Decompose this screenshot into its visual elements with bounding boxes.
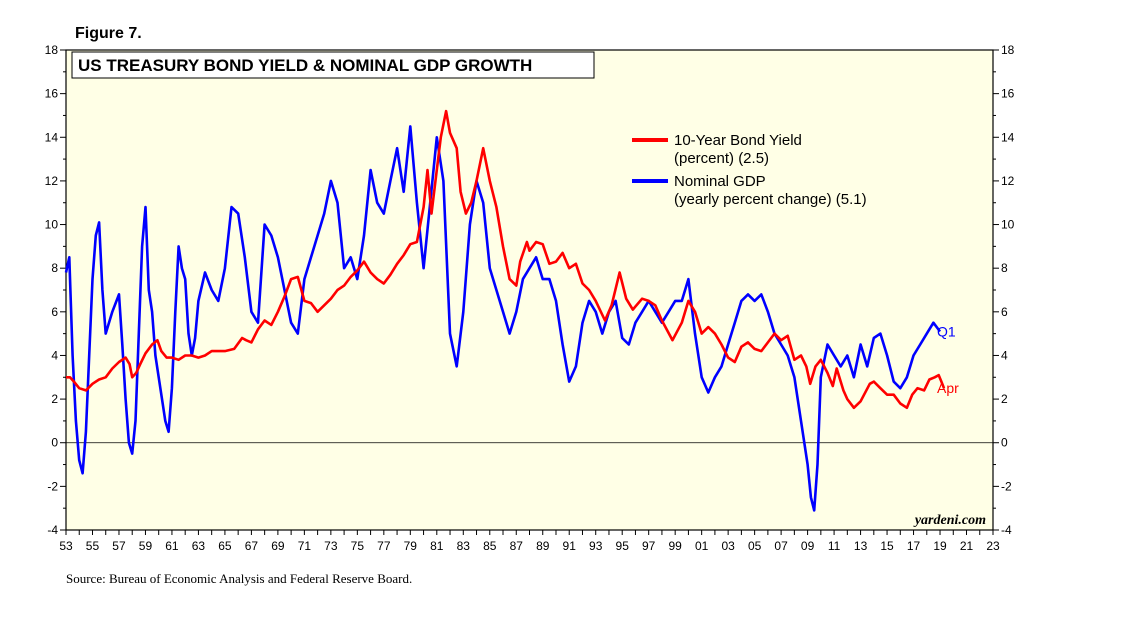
x-tick-label: 67: [245, 539, 259, 553]
x-tick-label: 05: [748, 539, 762, 553]
legend-label-bond: (percent) (2.5): [674, 150, 769, 167]
y-tick-label-right: 0: [1001, 436, 1008, 450]
y-axis-right: -4 -2 0 2 4 6 8 10 12 14 16 18: [993, 43, 1015, 537]
y-tick-label-left: 6: [51, 305, 58, 319]
x-tick-label: 99: [668, 539, 682, 553]
x-tick-label: 89: [536, 539, 550, 553]
source-note: Source: Bureau of Economic Analysis and …: [66, 571, 412, 586]
legend-label-gdp: (yearly percent change) (5.1): [674, 191, 867, 208]
y-tick-label-right: -2: [1001, 479, 1012, 493]
y-tick-label-left: 0: [51, 436, 58, 450]
title-box: [71, 51, 595, 79]
y-tick-label-right: 2: [1001, 392, 1008, 406]
x-tick-label: 17: [907, 539, 921, 553]
watermark: yardeni.com: [913, 513, 986, 528]
series-lines: [64, 109, 946, 512]
x-tick-label: 03: [721, 539, 735, 553]
y-tick-label-right: 18: [1001, 43, 1015, 57]
x-tick-label: 75: [351, 539, 365, 553]
x-tick-label: 21: [960, 539, 974, 553]
end-label-gdp: Q1: [937, 323, 956, 339]
y-tick-label-right: 4: [1001, 348, 1008, 362]
x-axis: 53 55 57 59 61 63 65 67 69 71 73 75 77 79 81 83 85 87 89 91…: [59, 530, 1000, 553]
y-tick-label-right: 14: [1001, 130, 1015, 144]
x-tick-label: 65: [218, 539, 232, 553]
x-tick-label: 53: [59, 539, 73, 553]
legend: 10-Year Bond Yield(percent) (2.5) Nominal…: [632, 132, 867, 208]
y-tick-label-left: -4: [47, 523, 58, 537]
y-tick-label-left: 18: [45, 43, 59, 57]
y-tick-label-left: 2: [51, 392, 58, 406]
x-tick-label: 55: [86, 539, 100, 553]
y-tick-label-left: 14: [45, 130, 59, 144]
y-tick-label-left: 8: [51, 261, 58, 275]
x-tick-label: 81: [430, 539, 444, 553]
x-tick-label: 19: [933, 539, 947, 553]
x-tick-label: 95: [616, 539, 630, 553]
x-tick-label: 87: [510, 539, 524, 553]
x-tick-label: 09: [801, 539, 815, 553]
x-tick-label: 79: [404, 539, 418, 553]
y-tick-label-left: 12: [45, 174, 59, 188]
y-tick-label-left: 10: [45, 218, 59, 232]
y-tick-label-right: 12: [1001, 174, 1015, 188]
plot-area: [65, 49, 994, 531]
x-tick-label: 73: [324, 539, 338, 553]
legend-label-bond: 10-Year Bond Yield: [674, 132, 802, 149]
y-tick-label-right: 8: [1001, 261, 1008, 275]
y-tick-label-left: 16: [45, 87, 59, 101]
y-tick-label-left: 4: [51, 348, 58, 362]
x-tick-label: 15: [880, 539, 894, 553]
x-tick-label: 69: [271, 539, 285, 553]
x-tick-label: 93: [589, 539, 603, 553]
end-labels: Q1 Apr: [937, 323, 959, 396]
x-tick-label: 23: [986, 539, 1000, 553]
x-tick-label: 77: [377, 539, 391, 553]
x-tick-label: 61: [165, 539, 179, 553]
legend-label-gdp: Nominal GDP: [674, 173, 766, 190]
x-tick-label: 13: [854, 539, 868, 553]
x-tick-label: 01: [695, 539, 709, 553]
y-axis-left: -4 -2 0 2 4 6 8 10 12 14 16 18: [45, 43, 66, 537]
x-tick-label: 11: [828, 539, 841, 553]
x-tick-label: 59: [139, 539, 153, 553]
y-tick-label-right: 6: [1001, 305, 1008, 319]
x-tick-label: 07: [774, 539, 788, 553]
figure-label: Figure 7.: [75, 25, 142, 42]
y-tick-label-right: 16: [1001, 87, 1015, 101]
x-tick-label: 83: [457, 539, 471, 553]
x-tick-label: 57: [112, 539, 126, 553]
chart-title: US TREASURY BOND YIELD & NOMINAL GDP GRO…: [78, 56, 532, 75]
x-tick-label: 91: [563, 539, 577, 553]
end-label-bond: Apr: [937, 380, 959, 396]
x-tick-label: 63: [192, 539, 206, 553]
y-tick-label-right: -4: [1001, 523, 1012, 537]
y-tick-label-left: -2: [47, 479, 58, 493]
x-tick-label: 85: [483, 539, 497, 553]
y-tick-label-right: 10: [1001, 218, 1015, 232]
x-tick-label: 97: [642, 539, 656, 553]
x-tick-label: 71: [298, 539, 312, 553]
series-line-gdp: [64, 125, 942, 512]
series-line-bond: [66, 109, 946, 410]
